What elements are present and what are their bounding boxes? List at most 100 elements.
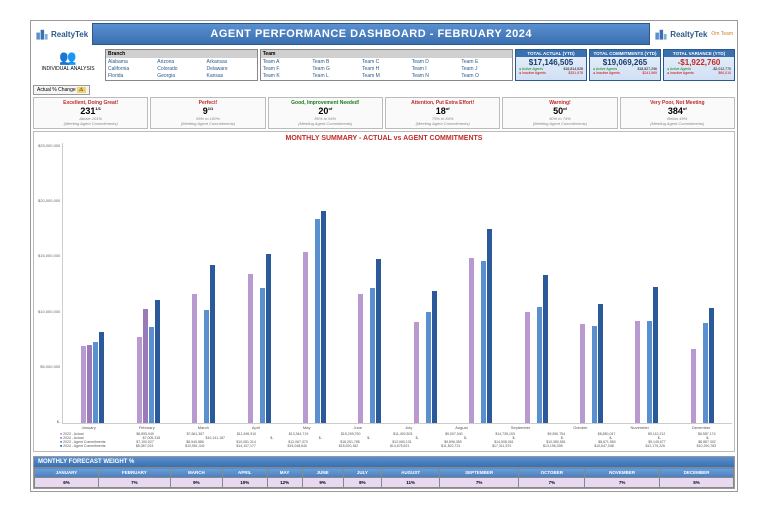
bar[interactable] <box>653 287 658 423</box>
bar[interactable] <box>93 342 98 423</box>
forecast-month: NOVEMBER <box>585 468 660 478</box>
forecast-value: 7% <box>585 478 660 488</box>
forecast-table: JANUARYFEBRUARYMARCHAPRILMAYJUNEJULYAUGU… <box>34 467 734 488</box>
actual-change-toggle[interactable]: Actual % Change ⚠ <box>33 85 90 95</box>
team-item[interactable]: Team K <box>263 73 312 79</box>
forecast-month: JUNE <box>302 468 343 478</box>
bar[interactable] <box>481 261 486 423</box>
team-item[interactable]: Team J <box>461 66 510 72</box>
forecast-month: DECEMBER <box>659 468 733 478</box>
bar[interactable] <box>469 258 474 423</box>
bar[interactable] <box>376 259 381 423</box>
team-item[interactable]: Team F <box>263 66 312 72</box>
team-item[interactable]: Team B <box>312 59 361 65</box>
kpi-card: TOTAL VARIANCE (YTD)-$1,922,760● Active … <box>663 49 735 81</box>
bar[interactable] <box>321 211 326 423</box>
forecast-section: MONTHLY FORECAST WEIGHT % JANUARYFEBRUAR… <box>33 456 735 489</box>
team-item[interactable]: Team E <box>461 59 510 65</box>
bar[interactable] <box>598 304 603 423</box>
month-group <box>635 143 658 423</box>
dashboard: RealtyTek AGENT PERFORMANCE DASHBOARD - … <box>30 20 738 492</box>
month-group <box>691 143 714 423</box>
bar[interactable] <box>543 275 548 423</box>
bar[interactable] <box>149 327 154 423</box>
branch-item[interactable]: California <box>108 66 156 72</box>
bar[interactable] <box>537 307 542 423</box>
bar[interactable] <box>99 332 104 423</box>
bar[interactable] <box>248 274 253 423</box>
month-group <box>137 143 160 423</box>
branch-item[interactable]: Arizona <box>157 59 205 65</box>
bar[interactable] <box>432 291 437 423</box>
forecast-month: AUGUST <box>382 468 440 478</box>
bar[interactable] <box>358 294 363 423</box>
month-group <box>469 143 492 423</box>
month-group <box>580 143 603 423</box>
scorecard: Attention, Put Extra Effort!18of75% to 8… <box>385 97 500 129</box>
bar[interactable] <box>260 288 265 423</box>
bar[interactable] <box>303 252 308 423</box>
bar[interactable] <box>315 219 320 423</box>
team-item[interactable]: Team M <box>362 73 411 79</box>
forecast-month: JANUARY <box>35 468 99 478</box>
bar[interactable] <box>266 254 271 423</box>
bar[interactable] <box>155 300 160 423</box>
forecast-month: MARCH <box>170 468 222 478</box>
team-item[interactable]: Team L <box>312 73 361 79</box>
forecast-month: APRIL <box>223 468 267 478</box>
forecast-value: 7% <box>519 478 585 488</box>
bar[interactable] <box>580 324 585 423</box>
branch-item[interactable]: Colorado <box>157 66 205 72</box>
bar[interactable] <box>647 321 652 423</box>
bar[interactable] <box>210 265 215 423</box>
bar[interactable] <box>414 322 419 423</box>
team-item[interactable]: Team C <box>362 59 411 65</box>
team-item[interactable]: Team N <box>412 73 461 79</box>
team-item[interactable]: Team G <box>312 66 361 72</box>
bar[interactable] <box>426 312 431 423</box>
month-group <box>192 143 215 423</box>
bar[interactable] <box>691 349 696 423</box>
corner-label: Om Team <box>711 31 733 37</box>
branch-item[interactable]: Georgia <box>157 73 205 79</box>
bar[interactable] <box>204 310 209 423</box>
dashboard-title: AGENT PERFORMANCE DASHBOARD - FEBRUARY 2… <box>92 23 650 45</box>
branch-item[interactable]: Kansas <box>207 73 255 79</box>
forecast-value: 12% <box>267 478 302 488</box>
branch-item[interactable]: Delaware <box>207 66 255 72</box>
forecast-month: JULY <box>343 468 382 478</box>
bar[interactable] <box>370 288 375 423</box>
bar[interactable] <box>192 294 197 423</box>
branch-item[interactable]: Alabama <box>108 59 156 65</box>
bar[interactable] <box>137 337 142 423</box>
bar[interactable] <box>709 308 714 423</box>
bar[interactable] <box>487 229 492 423</box>
individual-analysis[interactable]: 👥 INDIVIDUAL ANALYSIS <box>33 49 103 81</box>
team-item[interactable]: Team I <box>412 66 461 72</box>
forecast-month: MAY <box>267 468 302 478</box>
team-item[interactable]: Team D <box>412 59 461 65</box>
branch-item[interactable]: Florida <box>108 73 156 79</box>
month-group <box>248 143 271 423</box>
branch-item[interactable]: Arkansas <box>207 59 255 65</box>
forecast-value: 9% <box>170 478 222 488</box>
bar[interactable] <box>592 326 597 423</box>
team-header: Team <box>261 50 512 58</box>
bar[interactable] <box>525 312 530 423</box>
month-group <box>81 143 104 423</box>
team-item[interactable]: Team O <box>461 73 510 79</box>
forecast-month: FEBRUARY <box>98 468 170 478</box>
bar[interactable] <box>143 309 148 423</box>
team-item[interactable]: Team H <box>362 66 411 72</box>
branch-filter[interactable]: Branch AlabamaArizonaArkansasCaliforniaC… <box>105 49 258 81</box>
team-filter[interactable]: Team Team ATeam BTeam CTeam DTeam ETeam … <box>260 49 513 81</box>
y-axis: $25,000,000$20,000,000$15,000,000$10,000… <box>36 143 62 424</box>
team-item[interactable]: Team A <box>263 59 312 65</box>
bar[interactable] <box>81 346 86 423</box>
forecast-value: 10% <box>223 478 267 488</box>
bar[interactable] <box>87 345 92 423</box>
forecast-value: 9% <box>302 478 343 488</box>
forecast-value: 5% <box>659 478 733 488</box>
bar[interactable] <box>703 323 708 423</box>
bar[interactable] <box>635 321 640 423</box>
